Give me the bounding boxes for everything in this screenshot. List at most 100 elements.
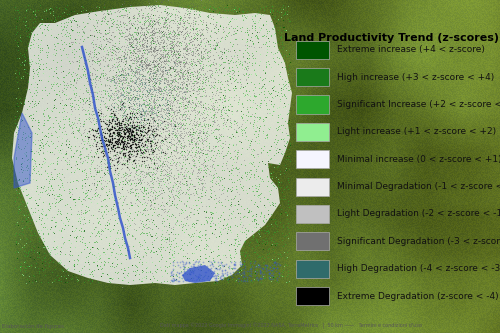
Point xyxy=(122,124,130,129)
Point xyxy=(176,117,184,122)
Point xyxy=(110,201,118,206)
Point xyxy=(219,104,227,110)
Point xyxy=(217,134,225,139)
Point xyxy=(18,100,25,106)
Point xyxy=(246,239,254,244)
Point xyxy=(104,63,112,69)
Point xyxy=(136,138,143,143)
Point xyxy=(172,156,179,161)
Point xyxy=(34,171,42,177)
Point xyxy=(106,119,114,125)
Point xyxy=(158,273,166,278)
Point xyxy=(134,137,142,143)
Point xyxy=(216,63,224,68)
Point xyxy=(202,166,209,171)
Point xyxy=(250,216,258,221)
Point xyxy=(227,230,235,235)
Point xyxy=(212,61,220,66)
Point xyxy=(279,86,287,92)
Point xyxy=(132,211,140,216)
Point xyxy=(90,177,98,182)
Point xyxy=(74,165,82,170)
Point xyxy=(129,6,137,11)
Point xyxy=(72,275,80,280)
Point xyxy=(164,80,172,85)
Point xyxy=(124,139,132,145)
Point xyxy=(68,41,76,46)
Point xyxy=(124,167,132,172)
Point xyxy=(158,237,166,243)
Point xyxy=(32,277,40,283)
Point xyxy=(204,48,212,54)
Point xyxy=(181,91,189,96)
Point xyxy=(142,24,150,30)
Point xyxy=(102,142,110,148)
Point xyxy=(66,30,74,36)
Point xyxy=(123,247,131,252)
Point xyxy=(132,269,140,274)
Point xyxy=(126,148,134,154)
Point xyxy=(48,279,56,285)
Point xyxy=(170,36,178,42)
Point xyxy=(162,82,170,87)
Point xyxy=(19,167,27,173)
Point xyxy=(175,110,183,115)
Point xyxy=(81,138,89,143)
Point xyxy=(208,61,216,66)
Point xyxy=(268,274,276,280)
Point xyxy=(93,192,101,198)
Point xyxy=(62,275,70,281)
Point xyxy=(135,102,143,108)
Point xyxy=(79,124,87,129)
Point xyxy=(126,95,134,101)
Point xyxy=(200,40,208,45)
Point xyxy=(234,177,241,183)
Point xyxy=(112,255,120,260)
Point xyxy=(64,58,72,63)
Point xyxy=(93,34,101,40)
Point xyxy=(75,23,83,28)
Point xyxy=(107,17,115,22)
Point xyxy=(36,217,44,222)
Point xyxy=(179,77,187,82)
Point xyxy=(158,127,166,132)
Point xyxy=(109,68,117,73)
Point xyxy=(146,158,154,163)
Point xyxy=(104,82,112,88)
Point xyxy=(178,258,186,264)
Point xyxy=(24,253,32,258)
Point xyxy=(196,72,204,77)
Point xyxy=(147,109,155,115)
Point xyxy=(191,122,199,128)
Point xyxy=(108,117,116,123)
Point xyxy=(268,179,276,184)
Point xyxy=(196,272,204,277)
Point xyxy=(50,52,58,58)
Point xyxy=(116,94,124,99)
Point xyxy=(210,4,218,9)
Point xyxy=(138,65,145,70)
Point xyxy=(182,105,190,110)
Point xyxy=(206,267,214,272)
Point xyxy=(221,267,229,272)
Point xyxy=(214,11,222,17)
Point xyxy=(174,92,182,98)
Point xyxy=(150,39,158,44)
Point xyxy=(94,251,102,256)
Point xyxy=(206,11,214,17)
Point xyxy=(184,78,192,83)
Point xyxy=(198,99,205,104)
Point xyxy=(172,273,180,279)
Point xyxy=(154,226,162,231)
Point xyxy=(130,133,138,138)
Point xyxy=(55,110,63,115)
Point xyxy=(266,276,274,282)
Point xyxy=(70,47,78,52)
Point xyxy=(183,182,191,187)
Point xyxy=(284,133,292,138)
Point xyxy=(108,141,116,147)
Point xyxy=(27,112,35,118)
Point xyxy=(85,217,93,222)
Point xyxy=(172,99,179,104)
Point xyxy=(190,41,198,47)
